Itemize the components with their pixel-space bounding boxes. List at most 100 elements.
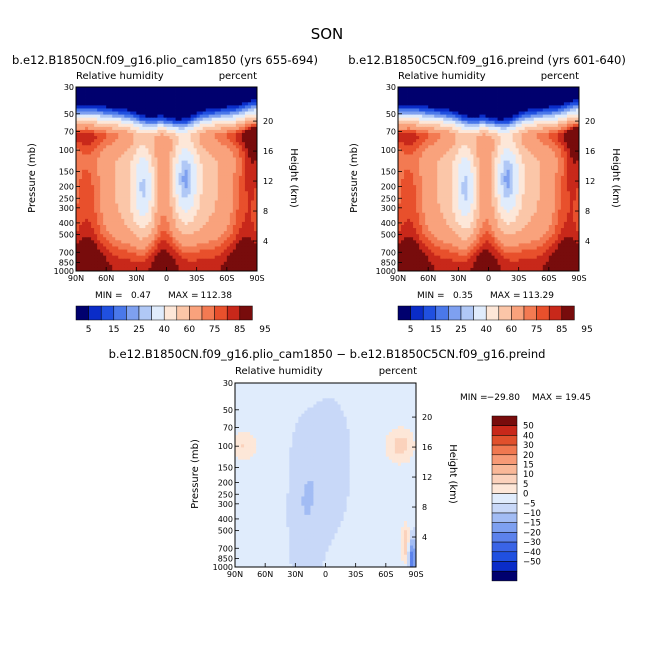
- field-cell: [184, 197, 189, 201]
- field-cell: [560, 133, 565, 137]
- field-cell: [145, 148, 149, 152]
- field-cell: [250, 225, 255, 229]
- field-cell: [238, 185, 243, 189]
- field-cell: [205, 255, 210, 260]
- field-cell: [79, 215, 83, 220]
- field-cell: [103, 194, 107, 198]
- field-cell: [118, 261, 122, 266]
- field-cell: [575, 120, 580, 125]
- field-cell: [187, 261, 192, 266]
- field-cell: [97, 185, 101, 189]
- field-cell: [172, 163, 176, 168]
- field-cell: [425, 120, 429, 125]
- field-cell: [127, 120, 131, 125]
- field-cell: [187, 148, 192, 152]
- field-cell: [142, 163, 146, 168]
- field-cell: [175, 145, 179, 149]
- field-cell: [214, 129, 219, 134]
- field-cell: [530, 96, 535, 100]
- field-cell: [154, 117, 158, 122]
- field-cell: [88, 126, 92, 131]
- field-cell: [485, 87, 489, 91]
- field-cell: [506, 123, 511, 128]
- field-cell: [524, 96, 529, 100]
- field-cell: [470, 126, 474, 131]
- field-cell: [512, 129, 517, 134]
- field-cell: [563, 120, 568, 125]
- field-cell: [500, 93, 504, 97]
- field-cell: [100, 212, 104, 217]
- field-cell: [172, 87, 176, 91]
- field-cell: [151, 151, 155, 155]
- field-cell: [91, 255, 95, 260]
- field-cell: [446, 93, 450, 97]
- field-cell: [112, 258, 116, 263]
- field-cell: [79, 163, 83, 168]
- field-cell: [443, 129, 447, 134]
- field-cell: [109, 105, 113, 109]
- field-cell: [142, 175, 146, 180]
- field-cell: [121, 221, 125, 226]
- field-cell: [413, 102, 417, 106]
- field-cell: [163, 160, 167, 165]
- field-cell: [175, 172, 179, 177]
- field-cell: [238, 261, 243, 266]
- field-cell: [449, 90, 453, 94]
- field-cell: [133, 261, 137, 266]
- field-cell: [425, 123, 429, 128]
- field-cell: [181, 264, 185, 269]
- field-cell: [214, 240, 219, 244]
- field-cell: [250, 240, 255, 244]
- field-cell: [79, 136, 83, 140]
- field-cell: [184, 163, 189, 168]
- field-cell: [136, 264, 140, 269]
- field-cell: [112, 99, 116, 103]
- field-cell: [479, 102, 483, 106]
- field-cell: [184, 231, 189, 235]
- field-cell: [196, 90, 201, 94]
- field-cell: [518, 114, 523, 119]
- field-cell: [85, 258, 89, 263]
- field-cell: [512, 133, 517, 137]
- field-cell: [94, 163, 98, 168]
- field-cell: [208, 249, 213, 253]
- field-cell: [220, 105, 225, 109]
- field-cell: [118, 87, 122, 91]
- field-cell: [229, 166, 234, 171]
- field-cell: [181, 221, 185, 226]
- field-cell: [485, 148, 489, 152]
- field-cell: [551, 117, 556, 122]
- field-cell: [238, 117, 243, 122]
- field-cell: [416, 139, 420, 143]
- field-cell: [488, 151, 492, 155]
- field-cell: [163, 148, 167, 152]
- field-cell: [512, 142, 517, 146]
- field-cell: [100, 231, 104, 235]
- field-cell: [124, 243, 128, 247]
- field-cell: [145, 197, 149, 201]
- field-cell: [214, 175, 219, 180]
- field-cell: [97, 188, 101, 192]
- field-cell: [223, 160, 228, 165]
- field-cell: [449, 148, 453, 152]
- field-cell: [253, 102, 258, 106]
- field-cell: [524, 151, 529, 155]
- field-cell: [410, 126, 414, 131]
- field-cell: [476, 136, 480, 140]
- field-cell: [163, 129, 167, 134]
- field-cell: [82, 249, 86, 253]
- field-cell: [94, 182, 98, 186]
- field-cell: [166, 240, 170, 244]
- field-cell: [241, 169, 246, 174]
- field-cell: [85, 249, 89, 253]
- field-cell: [569, 96, 574, 100]
- field-cell: [169, 258, 173, 263]
- field-cell: [94, 169, 98, 174]
- field-cell: [440, 96, 444, 100]
- field-cell: [163, 108, 167, 112]
- field-cell: [115, 154, 119, 158]
- field-cell: [184, 185, 189, 189]
- field-cell: [145, 96, 149, 100]
- field-cell: [190, 123, 195, 128]
- field-cell: [521, 93, 526, 97]
